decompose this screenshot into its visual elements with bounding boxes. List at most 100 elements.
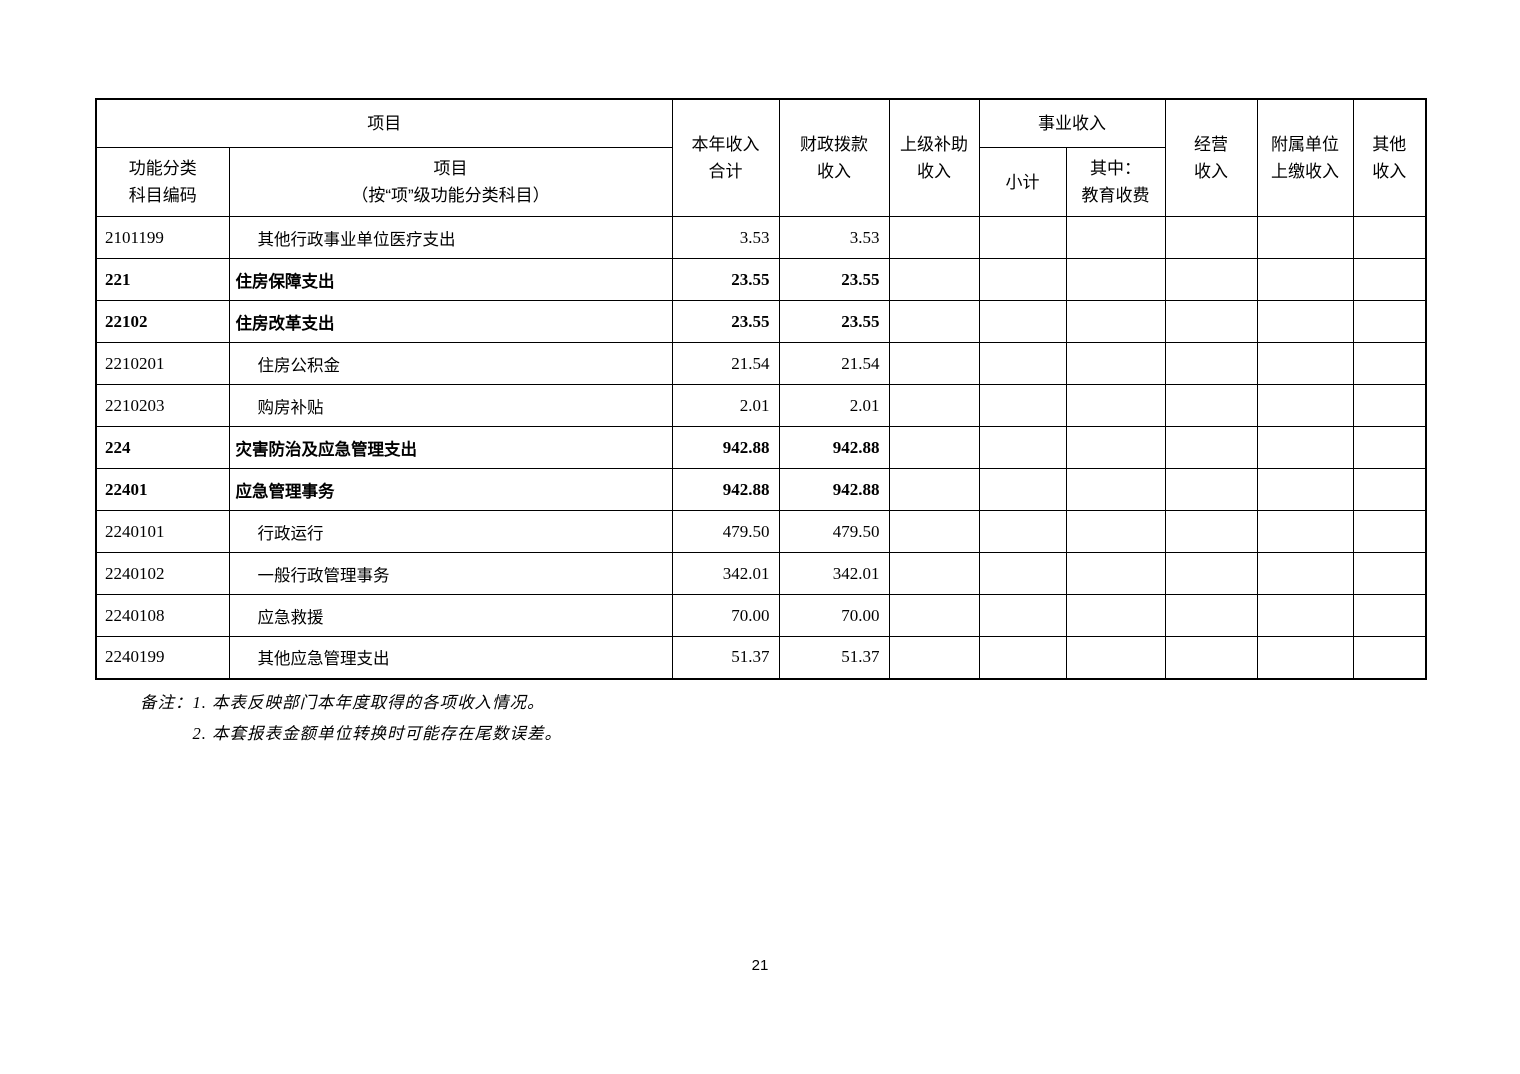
row-other xyxy=(1352,510,1427,553)
row-operating xyxy=(1164,636,1258,679)
table-row: 2210203 购房补贴 2.01 2.01 xyxy=(95,384,1427,427)
row-name: 住房保障支出 xyxy=(228,258,673,301)
row-code: 2101199 xyxy=(95,216,230,259)
footnotes-items: 1. 本表反映部门本年度取得的各项收入情况。 2. 本套报表金额单位转换时可能存… xyxy=(193,687,563,749)
income-table: 项目 本年收入 合计 财政拨款 收入 上级补助 收入 事业收入 经营 收入 附属… xyxy=(95,98,1427,680)
row-superior-subsidy xyxy=(888,636,980,679)
table-body: 2101199 其他行政事业单位医疗支出 3.53 3.53 221 住房保障支… xyxy=(95,216,1427,679)
footnotes: 备注： 1. 本表反映部门本年度取得的各项收入情况。 2. 本套报表金额单位转换… xyxy=(140,687,562,749)
row-affiliated xyxy=(1256,216,1354,259)
header-other-income: 其他 收入 xyxy=(1352,98,1427,217)
row-affiliated xyxy=(1256,342,1354,385)
header-operating-income: 经营 收入 xyxy=(1164,98,1258,217)
header-business-income-group: 事业收入 xyxy=(978,98,1166,148)
row-operating xyxy=(1164,510,1258,553)
row-business-subtotal xyxy=(978,300,1067,343)
row-business-subtotal xyxy=(978,216,1067,259)
row-name: 购房补贴 xyxy=(228,384,673,427)
table-header: 项目 本年收入 合计 财政拨款 收入 上级补助 收入 事业收入 经营 收入 附属… xyxy=(95,98,1427,217)
row-affiliated xyxy=(1256,384,1354,427)
footnote-line: 1. 本表反映部门本年度取得的各项收入情况。 xyxy=(192,693,545,712)
row-code: 2240108 xyxy=(95,594,230,637)
row-affiliated xyxy=(1256,510,1354,553)
row-fiscal: 342.01 xyxy=(778,552,890,595)
header-affiliated-remitted: 附属单位 上缴收入 xyxy=(1256,98,1354,217)
row-code: 224 xyxy=(95,426,230,469)
row-annual-total: 23.55 xyxy=(671,300,780,343)
row-annual-total: 70.00 xyxy=(671,594,780,637)
row-education-fee xyxy=(1065,552,1166,595)
row-affiliated xyxy=(1256,552,1354,595)
row-affiliated xyxy=(1256,594,1354,637)
row-other xyxy=(1352,594,1427,637)
row-code: 2240199 xyxy=(95,636,230,679)
footnote-line: 2. 本套报表金额单位转换时可能存在尾数误差。 xyxy=(192,724,562,743)
header-code: 功能分类 科目编码 xyxy=(95,147,230,217)
row-other xyxy=(1352,468,1427,511)
row-fiscal: 942.88 xyxy=(778,468,890,511)
row-business-subtotal xyxy=(978,510,1067,553)
row-other xyxy=(1352,216,1427,259)
row-business-subtotal xyxy=(978,468,1067,511)
row-fiscal: 23.55 xyxy=(778,258,890,301)
header-education-fee: 其中： 教育收费 xyxy=(1065,147,1166,217)
row-superior-subsidy xyxy=(888,468,980,511)
table-row: 2240102 一般行政管理事务 342.01 342.01 xyxy=(95,552,1427,595)
row-fiscal: 70.00 xyxy=(778,594,890,637)
table-row: 221 住房保障支出 23.55 23.55 xyxy=(95,258,1427,301)
page-number: 21 xyxy=(751,957,769,974)
row-education-fee xyxy=(1065,342,1166,385)
row-code: 2210201 xyxy=(95,342,230,385)
row-education-fee xyxy=(1065,216,1166,259)
row-business-subtotal xyxy=(978,342,1067,385)
table-row: 224 灾害防治及应急管理支出 942.88 942.88 xyxy=(95,426,1427,469)
row-annual-total: 51.37 xyxy=(671,636,780,679)
row-education-fee xyxy=(1065,258,1166,301)
row-superior-subsidy xyxy=(888,426,980,469)
row-fiscal: 23.55 xyxy=(778,300,890,343)
row-education-fee xyxy=(1065,426,1166,469)
row-operating xyxy=(1164,258,1258,301)
row-code: 2240102 xyxy=(95,552,230,595)
row-education-fee xyxy=(1065,510,1166,553)
row-business-subtotal xyxy=(978,594,1067,637)
table-row: 2240108 应急救援 70.00 70.00 xyxy=(95,594,1427,637)
row-name: 一般行政管理事务 xyxy=(228,552,673,595)
row-fiscal: 51.37 xyxy=(778,636,890,679)
row-name: 住房公积金 xyxy=(228,342,673,385)
table-row: 22401 应急管理事务 942.88 942.88 xyxy=(95,468,1427,511)
row-annual-total: 942.88 xyxy=(671,426,780,469)
row-fiscal: 3.53 xyxy=(778,216,890,259)
row-annual-total: 942.88 xyxy=(671,468,780,511)
row-annual-total: 3.53 xyxy=(671,216,780,259)
row-operating xyxy=(1164,426,1258,469)
row-affiliated xyxy=(1256,636,1354,679)
row-other xyxy=(1352,636,1427,679)
row-name: 灾害防治及应急管理支出 xyxy=(228,426,673,469)
row-affiliated xyxy=(1256,258,1354,301)
row-annual-total: 342.01 xyxy=(671,552,780,595)
row-code: 22401 xyxy=(95,468,230,511)
row-name: 行政运行 xyxy=(228,510,673,553)
row-name: 应急管理事务 xyxy=(228,468,673,511)
row-operating xyxy=(1164,384,1258,427)
table-row: 22102 住房改革支出 23.55 23.55 xyxy=(95,300,1427,343)
row-fiscal: 942.88 xyxy=(778,426,890,469)
row-education-fee xyxy=(1065,594,1166,637)
row-operating xyxy=(1164,216,1258,259)
table-row: 2101199 其他行政事业单位医疗支出 3.53 3.53 xyxy=(95,216,1427,259)
row-name: 住房改革支出 xyxy=(228,300,673,343)
row-education-fee xyxy=(1065,384,1166,427)
row-business-subtotal xyxy=(978,426,1067,469)
row-operating xyxy=(1164,342,1258,385)
row-fiscal: 2.01 xyxy=(778,384,890,427)
row-fiscal: 479.50 xyxy=(778,510,890,553)
header-row-1: 项目 本年收入 合计 财政拨款 收入 上级补助 收入 事业收入 经营 收入 附属… xyxy=(95,98,1427,217)
row-education-fee xyxy=(1065,636,1166,679)
row-name: 应急救援 xyxy=(228,594,673,637)
row-annual-total: 23.55 xyxy=(671,258,780,301)
row-other xyxy=(1352,300,1427,343)
row-name: 其他应急管理支出 xyxy=(228,636,673,679)
row-operating xyxy=(1164,552,1258,595)
